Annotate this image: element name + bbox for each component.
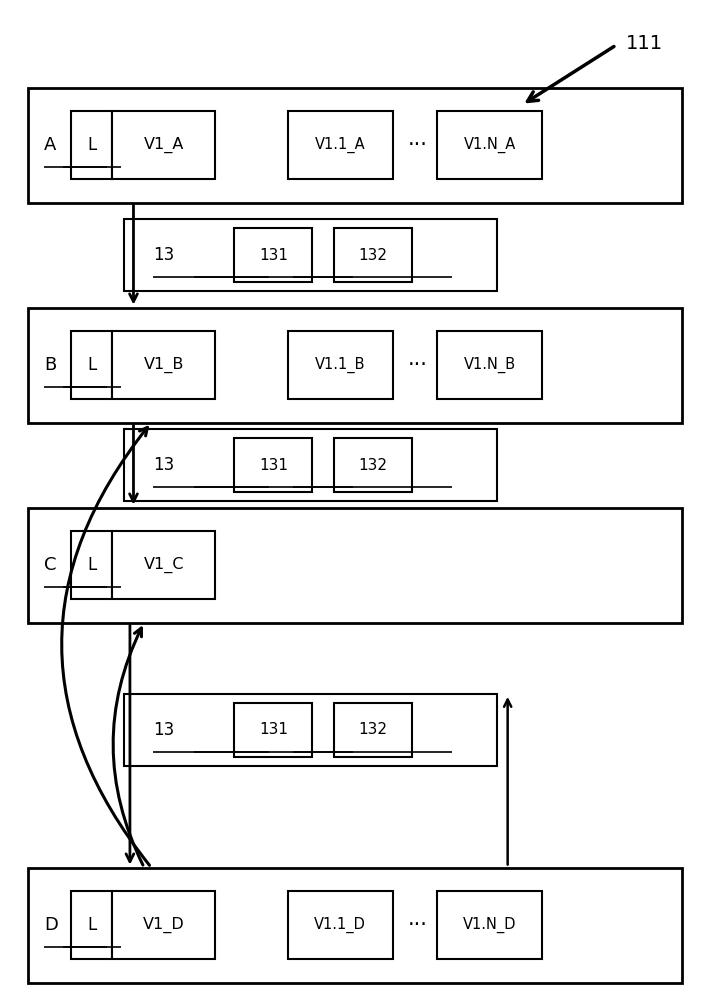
Bar xyxy=(288,111,393,179)
Text: L: L xyxy=(87,136,97,154)
Text: V1.1_A: V1.1_A xyxy=(315,137,366,153)
Text: V1.N_A: V1.N_A xyxy=(464,137,516,153)
Text: 13: 13 xyxy=(153,246,174,264)
Bar xyxy=(124,694,497,766)
Text: 132: 132 xyxy=(359,247,387,262)
Text: V1_B: V1_B xyxy=(143,357,184,373)
Text: ···: ··· xyxy=(408,355,427,375)
Text: 131: 131 xyxy=(259,722,288,738)
Bar xyxy=(437,111,542,179)
Text: V1.N_D: V1.N_D xyxy=(463,917,517,933)
Text: V1.1_B: V1.1_B xyxy=(315,357,366,373)
Bar xyxy=(112,331,215,399)
Bar xyxy=(71,891,112,959)
Text: V1.N_B: V1.N_B xyxy=(464,357,516,373)
Text: 131: 131 xyxy=(259,247,288,262)
Bar xyxy=(71,531,112,599)
Bar xyxy=(28,308,682,422)
Text: L: L xyxy=(87,556,97,574)
Text: V1_D: V1_D xyxy=(143,917,185,933)
Bar xyxy=(437,331,542,399)
Text: L: L xyxy=(87,356,97,374)
Text: 132: 132 xyxy=(359,458,387,473)
Text: ···: ··· xyxy=(408,135,427,155)
Text: 13: 13 xyxy=(153,456,174,474)
Bar xyxy=(112,531,215,599)
Bar xyxy=(28,88,682,202)
Text: D: D xyxy=(44,916,58,934)
Bar xyxy=(28,508,682,622)
Bar xyxy=(437,891,542,959)
Bar xyxy=(334,703,412,757)
Text: V1_C: V1_C xyxy=(143,557,184,573)
Text: V1.1_D: V1.1_D xyxy=(314,917,366,933)
Bar xyxy=(124,429,497,501)
Bar xyxy=(234,438,312,492)
Text: V1_A: V1_A xyxy=(143,137,184,153)
Text: 131: 131 xyxy=(259,458,288,473)
Text: B: B xyxy=(44,356,56,374)
Bar xyxy=(124,219,497,291)
Text: 132: 132 xyxy=(359,722,387,738)
Bar xyxy=(112,111,215,179)
Text: 13: 13 xyxy=(153,721,174,739)
Text: 111: 111 xyxy=(626,34,663,53)
Bar xyxy=(288,891,393,959)
Bar xyxy=(234,228,312,282)
Bar xyxy=(334,438,412,492)
Bar xyxy=(112,891,215,959)
Text: ···: ··· xyxy=(408,915,427,935)
Bar xyxy=(28,867,682,982)
Text: A: A xyxy=(44,136,56,154)
Bar xyxy=(71,111,112,179)
Bar xyxy=(288,331,393,399)
Bar xyxy=(334,228,412,282)
Bar xyxy=(234,703,312,757)
Bar xyxy=(71,331,112,399)
Text: C: C xyxy=(44,556,57,574)
Text: L: L xyxy=(87,916,97,934)
